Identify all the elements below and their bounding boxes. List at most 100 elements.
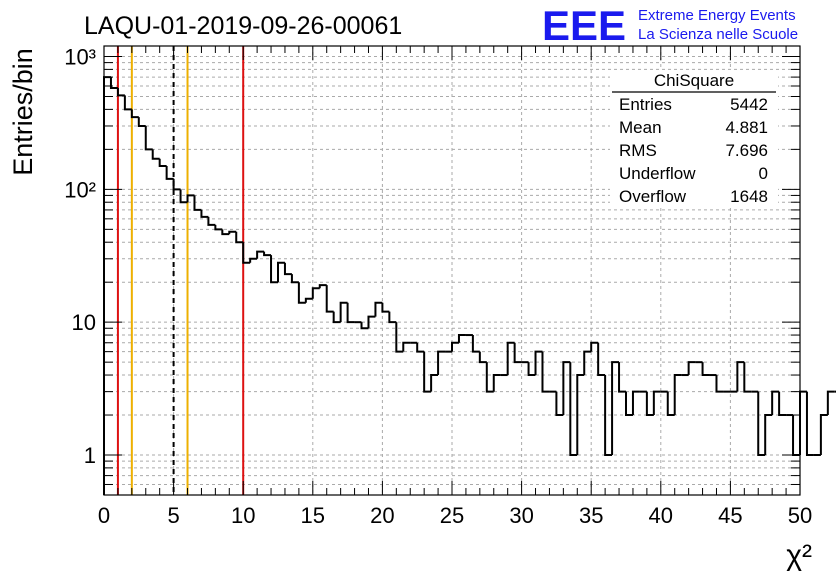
histogram-bin	[179, 189, 188, 204]
x-tick-label: 50	[788, 503, 812, 528]
histogram-bin	[437, 350, 446, 376]
histogram-bin	[778, 391, 787, 417]
histogram-bin	[652, 390, 661, 416]
histogram-bin	[318, 284, 327, 289]
x-tick-label: 15	[301, 503, 325, 528]
stats-label: RMS	[619, 141, 657, 160]
histogram-bin	[611, 361, 620, 456]
logo-subtitle-line2: La Scienza nelle Scuole	[638, 26, 798, 43]
histogram-bin	[381, 302, 390, 313]
histogram-bin	[506, 341, 515, 376]
stats-label: Mean	[619, 118, 662, 137]
stats-box-title: ChiSquare	[654, 71, 734, 90]
histogram-bin	[805, 391, 814, 457]
histogram-bin	[109, 77, 118, 89]
histogram-bin	[116, 87, 125, 97]
histogram-bin	[395, 322, 404, 353]
histogram-bin	[541, 351, 550, 393]
histogram-bin	[367, 315, 376, 329]
histogram-bin	[290, 274, 299, 284]
histogram-bin	[757, 391, 766, 457]
x-tick-label: 10	[231, 503, 255, 528]
histogram-bin	[374, 301, 383, 317]
histogram-bin	[771, 390, 780, 416]
histogram-bin	[645, 391, 654, 417]
x-tick-label: 30	[509, 503, 533, 528]
histogram-bin	[799, 390, 807, 456]
histogram-bin	[715, 375, 724, 393]
histogram-bin	[165, 165, 174, 180]
stats-box-background	[610, 70, 778, 208]
histogram-bin	[666, 391, 675, 417]
stats-value: 1648	[730, 187, 768, 206]
histogram-bin	[235, 231, 244, 244]
y-tick-labels: 1 10 10² 10³	[64, 45, 96, 468]
eee-logo: EEE Extreme Energy Events La Scienza nel…	[542, 2, 798, 49]
histogram-series	[103, 76, 836, 495]
histogram-bin	[457, 334, 466, 343]
histogram-bin	[137, 117, 146, 127]
x-tick-label: 25	[440, 503, 464, 528]
histogram-bin	[631, 390, 640, 416]
reference-lines	[116, 46, 245, 495]
histogram-bin	[263, 251, 272, 257]
histogram-bin	[604, 375, 613, 457]
histogram-bin	[471, 335, 480, 353]
x-tick-label: 40	[649, 503, 673, 528]
histogram-bin	[485, 362, 494, 393]
x-tick-label: 45	[718, 503, 742, 528]
histogram-bin	[172, 178, 181, 191]
y-tick-label: 1	[84, 443, 96, 468]
histogram-bin	[200, 209, 209, 218]
histogram-bin	[416, 342, 425, 353]
histogram-bin	[332, 311, 341, 324]
histogram-bin	[388, 311, 397, 324]
histogram-bin	[325, 285, 334, 313]
x-tick-labels: 0 5 10 15 20 25 30 35 40 45 50	[98, 503, 812, 528]
histogram-bin	[151, 149, 160, 160]
histogram-bin	[701, 362, 710, 377]
histogram-bin	[283, 262, 292, 276]
stats-value: 4.881	[725, 118, 768, 137]
histogram-bin	[130, 109, 139, 119]
logo-subtitle-line1: Extreme Energy Events	[638, 7, 796, 24]
y-axis-label: Entries/bin	[8, 48, 38, 176]
histogram-bin	[214, 224, 223, 231]
histogram-bin	[673, 374, 682, 416]
x-tick-label: 5	[167, 503, 179, 528]
histogram-bin	[555, 391, 564, 417]
stats-label: Underflow	[619, 164, 696, 183]
histogram-bin	[402, 341, 411, 352]
stats-value: 5442	[730, 95, 768, 114]
histogram-bin	[562, 361, 571, 416]
stats-label: Entries	[619, 95, 672, 114]
histogram-bin	[207, 216, 216, 226]
histogram-bin	[144, 125, 153, 151]
histogram-bin	[792, 415, 800, 457]
y-tick-label: 10²	[64, 177, 96, 202]
histogram-bin	[277, 261, 285, 283]
histogram-bin	[618, 362, 626, 393]
histogram-bin	[625, 391, 633, 417]
histogram-bin	[270, 255, 278, 284]
histogram-bin	[764, 414, 773, 456]
histogram-bin	[242, 242, 251, 264]
histogram-bin	[228, 230, 237, 235]
histogram-bin	[569, 362, 578, 457]
histogram-bin	[430, 374, 439, 392]
x-tick-label: 35	[579, 503, 603, 528]
histogram-bin	[736, 361, 745, 392]
histogram-bin	[123, 95, 132, 111]
histogram-bin	[221, 229, 230, 236]
histogram-bin	[534, 350, 543, 376]
x-tick-label: 0	[98, 503, 110, 528]
histogram-bin	[513, 342, 522, 364]
histogram-bin	[304, 297, 313, 303]
histogram-bin	[311, 287, 320, 299]
histogram-bin	[819, 414, 828, 456]
histogram-bin	[249, 257, 258, 263]
histogram-bin	[158, 158, 167, 167]
histogram-bin	[576, 374, 585, 456]
chart-title: LAQU-01-2019-09-26-00061	[84, 12, 402, 40]
